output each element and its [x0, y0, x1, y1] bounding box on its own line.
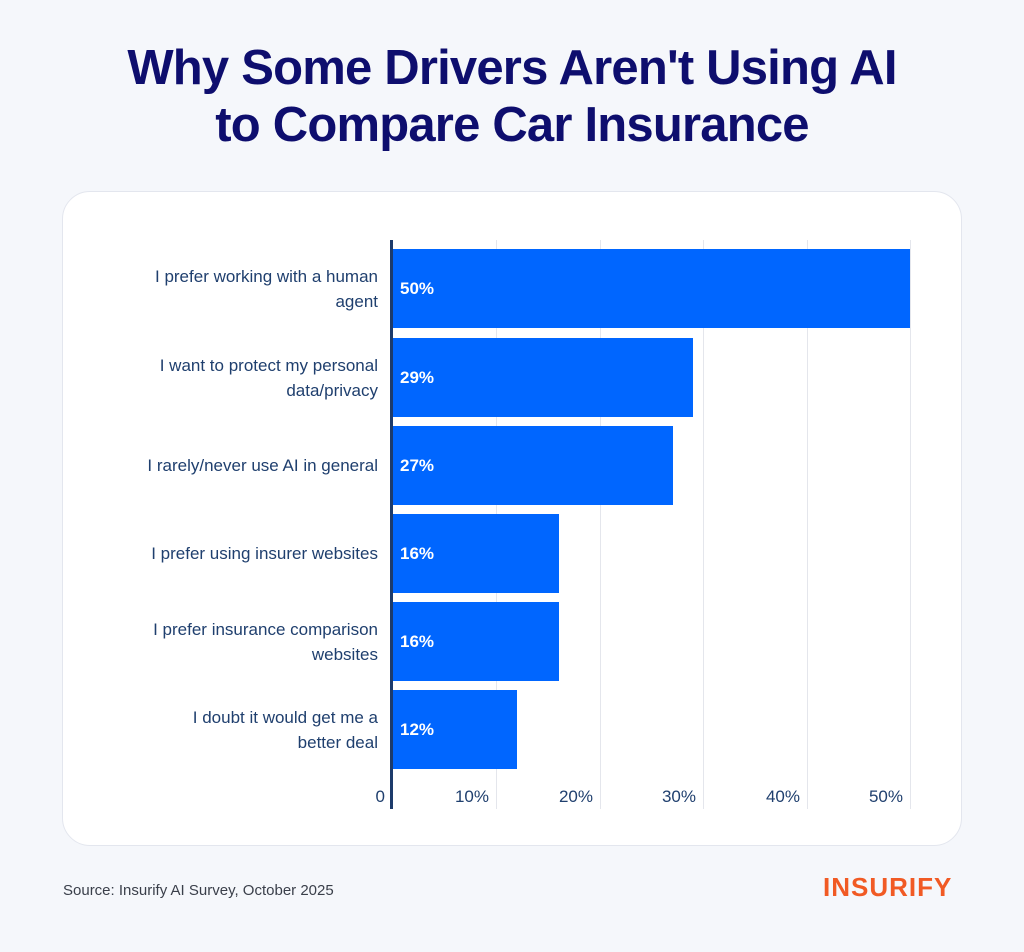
x-tick-label: 50%: [868, 787, 903, 806]
bar-value-label: 27%: [400, 456, 435, 475]
gridline-20: [600, 240, 601, 809]
category-label: I prefer insurance comparison websites: [153, 619, 378, 664]
bar-value-label: 16%: [400, 632, 435, 651]
bar-value-label: 29%: [400, 368, 435, 387]
x-tick-label: 10%: [454, 787, 489, 806]
bar: 16%: [392, 602, 559, 681]
bar: 27%: [392, 426, 673, 505]
category-label: I prefer working with a human agent: [155, 266, 378, 311]
category-label: I prefer using insurer websites: [151, 544, 378, 563]
bar-value-label: 12%: [400, 720, 435, 739]
x-tick-label: 40%: [765, 787, 800, 806]
bar: 29%: [392, 338, 693, 417]
gridline-40: [807, 240, 808, 809]
chart-title: Why Some Drivers Aren't Using AI to Comp…: [0, 40, 1024, 154]
source-note: Source: Insurify AI Survey, October 2025: [63, 882, 334, 899]
y-axis-line: [390, 240, 393, 809]
gridline-50: [910, 240, 911, 809]
x-tick-label: 20%: [558, 787, 593, 806]
gridline-30: [703, 240, 704, 809]
x-tick-label: 0: [375, 787, 385, 806]
chart-title-line-2: to Compare Car Insurance: [215, 98, 809, 152]
category-label: I want to protect my personal data/privac…: [159, 355, 378, 400]
bar: 50%: [392, 249, 910, 328]
bar-value-label: 16%: [400, 544, 435, 563]
category-label: I rarely/never use AI in general: [147, 456, 378, 475]
bar: 16%: [392, 514, 559, 593]
bar: 12%: [392, 690, 517, 769]
x-tick-label: 30%: [661, 787, 696, 806]
chart-title-line-1: Why Some Drivers Aren't Using AI: [127, 41, 897, 95]
category-label: I doubt it would get me a better deal: [192, 707, 378, 752]
bar-value-label: 50%: [400, 279, 435, 298]
insurify-logo: INSURIFY: [823, 872, 953, 902]
